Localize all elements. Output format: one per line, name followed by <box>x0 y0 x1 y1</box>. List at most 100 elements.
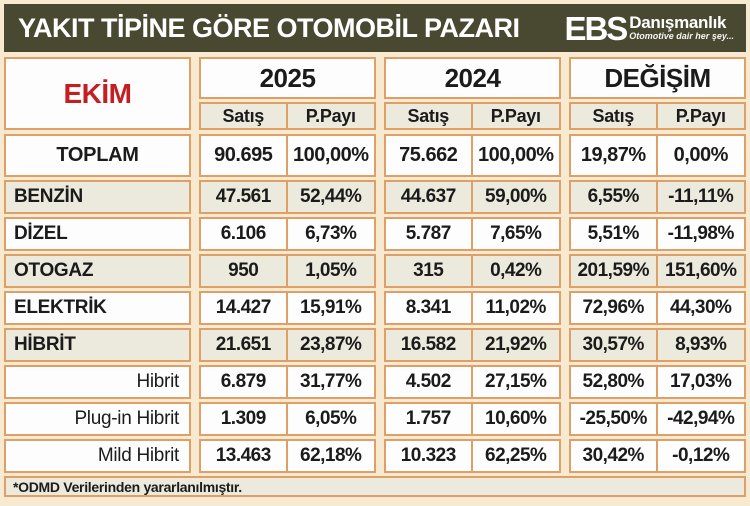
table-row: 47.561 52,44% <box>199 180 376 214</box>
value-cell: 52,44% <box>300 186 362 207</box>
year-header-2025: 2025 <box>199 57 376 99</box>
footnote: *ODMD Verilerinden yararlanılmıştır. <box>4 476 746 497</box>
row-label: BENZİN <box>4 180 191 214</box>
value-cell: 151,60% <box>664 260 737 281</box>
table-row: 6.879 31,77% <box>199 365 376 399</box>
row-label: DİZEL <box>4 217 191 251</box>
value-cell: 315 <box>386 256 473 286</box>
table-row: 5.787 7,65% <box>384 217 561 251</box>
subheader-share: P.Payı <box>675 105 726 126</box>
logo-mark: EBS <box>564 9 628 47</box>
table-row: 6,55% -11,11% <box>569 180 746 214</box>
table-row: 6.106 6,73% <box>199 217 376 251</box>
subheader-row: Satış P.Payı <box>199 102 376 130</box>
subheader-row: Satış P.Payı <box>569 102 746 130</box>
row-label: ELEKTRİK <box>4 291 191 325</box>
table-row: 30,42% -0,12% <box>569 439 746 473</box>
data-table: EKİM TOPLAM BENZİN DİZEL OTOGAZ ELEKTRİK HİBR… <box>4 57 746 476</box>
column-group-2024: 2024 Satış P.Payı 75.662 100,00% 44.637 59,… <box>384 57 561 476</box>
value-cell: 23,87% <box>300 334 362 355</box>
value-cell: 100,00% <box>293 144 369 166</box>
change-header: DEĞİŞİM <box>569 57 746 99</box>
table-row: -25,50% -42,94% <box>569 402 746 436</box>
table-row: 315 0,42% <box>384 254 561 288</box>
value-cell: 21.651 <box>201 330 288 360</box>
value-cell: 8.341 <box>386 293 473 323</box>
value-cell: 75.662 <box>386 136 473 175</box>
table-row: 1.757 10,60% <box>384 402 561 436</box>
value-cell: -42,94% <box>667 408 735 429</box>
value-cell: 1,05% <box>305 260 357 281</box>
table-row: 201,59% 151,60% <box>569 254 746 288</box>
value-cell: -11,98% <box>667 223 735 244</box>
value-cell: 44,30% <box>670 297 732 318</box>
row-label: Hibrit <box>4 365 191 399</box>
value-cell: 10.323 <box>386 441 473 471</box>
value-cell: 21,92% <box>485 334 547 355</box>
value-cell: 30,57% <box>571 330 658 360</box>
ebs-logo: EBS Danışmanlık Otomotive dair her şey..… <box>564 12 734 45</box>
table-row: 950 1,05% <box>199 254 376 288</box>
value-cell: 0,42% <box>490 260 542 281</box>
value-cell: 31,77% <box>300 371 362 392</box>
table-row: 1.309 6,05% <box>199 402 376 436</box>
value-cell: 15,91% <box>300 297 362 318</box>
table-row: 13.463 62,18% <box>199 439 376 473</box>
month-cell: EKİM <box>4 57 191 130</box>
table-row: 8.341 11,02% <box>384 291 561 325</box>
table-row: 5,51% -11,98% <box>569 217 746 251</box>
subheader-share: P.Payı <box>305 105 356 126</box>
value-cell: 7,65% <box>490 223 542 244</box>
year-header-2024: 2024 <box>384 57 561 99</box>
table-row: 10.323 62,25% <box>384 439 561 473</box>
table-row: 90.695 100,00% <box>199 134 376 177</box>
value-cell: 6,73% <box>305 223 357 244</box>
table-row: 21.651 23,87% <box>199 328 376 362</box>
value-cell: 44.637 <box>386 182 473 212</box>
table-row: 44.637 59,00% <box>384 180 561 214</box>
value-cell: 5,51% <box>571 219 658 249</box>
row-label: Mild Hibrit <box>4 439 191 473</box>
value-cell: -11,11% <box>668 186 734 207</box>
logo-name: Danışmanlık <box>629 13 727 33</box>
row-label: TOPLAM <box>4 134 191 177</box>
table-row: 75.662 100,00% <box>384 134 561 177</box>
table-row: 16.582 21,92% <box>384 328 561 362</box>
value-cell: 11,02% <box>485 297 547 318</box>
value-cell: 950 <box>201 256 288 286</box>
value-cell: 8,93% <box>675 334 727 355</box>
row-label: HİBRİT <box>4 328 191 362</box>
table-row: 30,57% 8,93% <box>569 328 746 362</box>
value-cell: 1.309 <box>201 404 288 434</box>
value-cell: 5.787 <box>386 219 473 249</box>
value-cell: 10,60% <box>485 408 547 429</box>
subheader-sales: Satış <box>386 104 473 128</box>
value-cell: 4.502 <box>386 367 473 397</box>
value-cell: -0,12% <box>672 445 730 466</box>
column-group-2025: 2025 Satış P.Payı 90.695 100,00% 47.561 52,… <box>199 57 376 476</box>
value-cell: 6.106 <box>201 219 288 249</box>
value-cell: 27,15% <box>485 371 547 392</box>
value-cell: 72,96% <box>571 293 658 323</box>
header-bar: YAKIT TİPİNE GÖRE OTOMOBİL PAZARI EBS Da… <box>4 4 746 52</box>
table-row: 19,87% 0,00% <box>569 134 746 177</box>
value-cell: 62,18% <box>300 445 362 466</box>
subheader-sales: Satış <box>201 104 288 128</box>
table-row: 4.502 27,15% <box>384 365 561 399</box>
table-row: 14.427 15,91% <box>199 291 376 325</box>
value-cell: -25,50% <box>571 404 658 434</box>
value-cell: 16.582 <box>386 330 473 360</box>
value-cell: 30,42% <box>571 441 658 471</box>
value-cell: 19,87% <box>571 136 658 175</box>
value-cell: 59,00% <box>485 186 547 207</box>
table-row: 72,96% 44,30% <box>569 291 746 325</box>
value-cell: 13.463 <box>201 441 288 471</box>
value-cell: 47.561 <box>201 182 288 212</box>
label-column: EKİM TOPLAM BENZİN DİZEL OTOGAZ ELEKTRİK HİBR… <box>4 57 191 476</box>
value-cell: 0,00% <box>673 144 729 166</box>
table-row: 52,80% 17,03% <box>569 365 746 399</box>
value-cell: 14.427 <box>201 293 288 323</box>
value-cell: 6.879 <box>201 367 288 397</box>
logo-tagline: Otomotive dair her şey... <box>629 31 734 42</box>
value-cell: 90.695 <box>201 136 288 175</box>
